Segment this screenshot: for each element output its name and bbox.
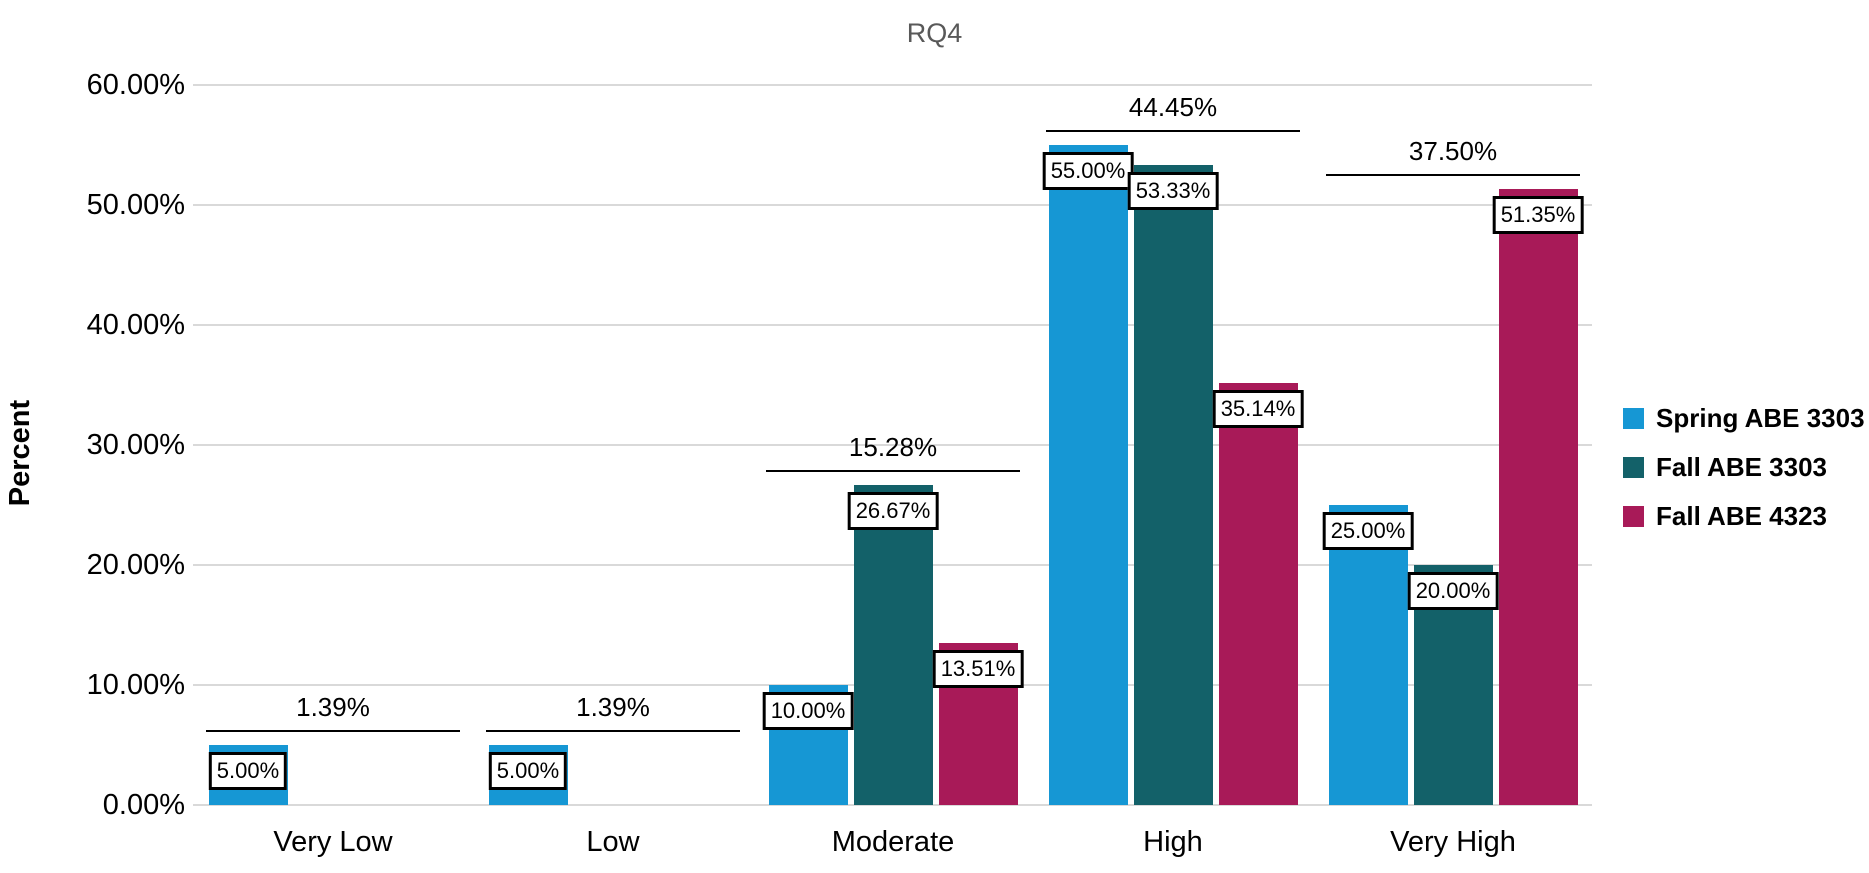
chart-title: RQ4	[906, 18, 963, 48]
gridline	[193, 804, 1592, 806]
group-average-line	[206, 730, 460, 732]
bar-value-label: 5.00%	[208, 752, 288, 790]
legend-label: Spring ABE 3303	[1656, 402, 1865, 433]
bar-value-label: 25.00%	[1322, 512, 1414, 550]
legend: Spring ABE 3303 Fall ABE 3303 Fall ABE 432…	[1623, 402, 1865, 549]
group-average-label: 1.39%	[296, 692, 370, 722]
bar	[1048, 145, 1128, 805]
bar-value-label: 13.51%	[932, 649, 1024, 688]
legend-label: Fall ABE 3303	[1656, 451, 1828, 482]
category-label: Low	[586, 826, 640, 858]
group-average-line	[766, 469, 1020, 472]
group-average-line	[1326, 173, 1580, 176]
bar	[853, 484, 933, 805]
category-label: High	[1143, 826, 1203, 858]
bar	[1133, 165, 1213, 805]
group-average-label: 37.50%	[1408, 135, 1498, 166]
bar-value-label: 20.00%	[1407, 572, 1499, 610]
legend-item: Spring ABE 3303	[1623, 402, 1865, 434]
y-axis-tick-label: 30.00%	[86, 429, 185, 461]
y-axis-tick-label: 60.00%	[86, 69, 185, 101]
y-axis-tick-label: 40.00%	[86, 309, 185, 341]
group-average-line	[1046, 130, 1300, 132]
gridline	[193, 324, 1592, 326]
y-axis-tick-label: 0.00%	[102, 789, 185, 821]
bar-value-label: 10.00%	[762, 692, 854, 730]
legend-label: Fall ABE 4323	[1656, 500, 1828, 531]
gridline	[193, 444, 1592, 446]
legend-item: Fall ABE 4323	[1623, 500, 1865, 532]
bar	[1218, 383, 1298, 805]
group-average-label: 44.45%	[1128, 92, 1218, 122]
y-axis-tick-label: 20.00%	[86, 549, 185, 581]
group-average-label: 15.28%	[848, 431, 938, 462]
bar	[1328, 505, 1408, 805]
category-label: Moderate	[831, 826, 955, 858]
category-label: Very Low	[273, 826, 393, 858]
legend-item: Fall ABE 3303	[1623, 451, 1865, 483]
gridline	[193, 84, 1592, 86]
bar-value-label: 35.14%	[1212, 390, 1304, 429]
gridline	[193, 204, 1592, 206]
bar-value-label: 26.67%	[847, 491, 939, 530]
y-axis-tick-label: 10.00%	[86, 669, 185, 701]
group-average-label: 1.39%	[576, 692, 650, 722]
legend-swatch-icon	[1623, 407, 1644, 429]
legend-swatch-icon	[1623, 456, 1644, 478]
legend-swatch-icon	[1623, 505, 1644, 527]
bar-value-label: 53.33%	[1127, 172, 1219, 211]
bar-value-label: 55.00%	[1042, 152, 1134, 190]
category-label: Very High	[1390, 826, 1516, 858]
y-axis-tick-label: 50.00%	[86, 189, 185, 221]
group-average-line	[486, 730, 740, 732]
bar	[1498, 188, 1578, 805]
bar-value-label: 5.00%	[488, 752, 568, 790]
bar-value-label: 51.35%	[1492, 195, 1584, 234]
